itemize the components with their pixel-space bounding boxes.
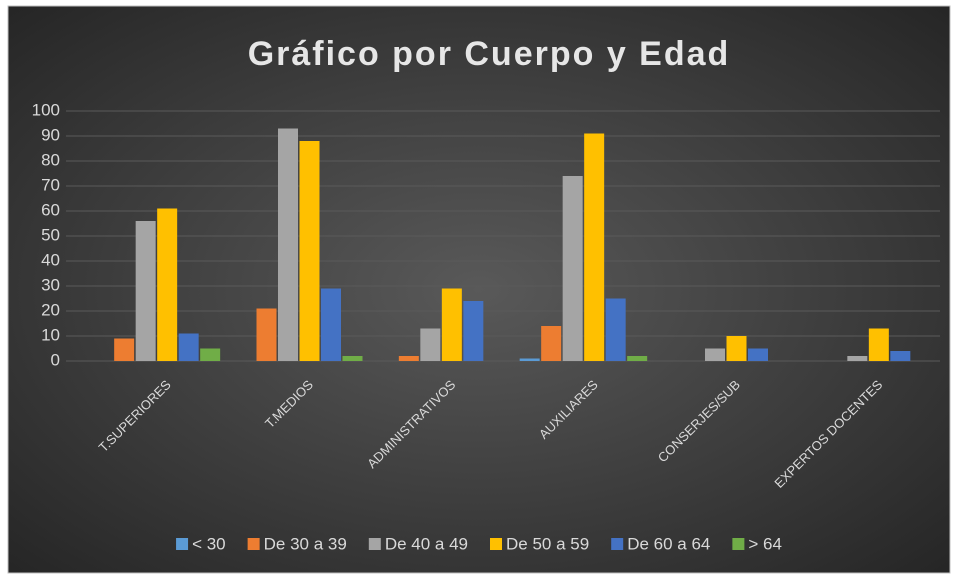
bar [342,356,363,361]
legend-swatch [368,538,381,550]
bar [605,298,626,361]
bar [519,358,540,361]
y-tick-label: 30 [41,275,60,294]
y-tick-label: 40 [41,250,60,269]
bar [135,221,156,361]
legend-swatch [176,538,189,550]
bar [847,356,868,361]
bar [890,351,911,361]
legend-swatch [490,538,502,550]
y-tick-label: 80 [41,150,60,169]
y-tick-label: 60 [41,200,60,219]
chart-title: Gráfico por Cuerpo y Edad [248,35,731,73]
bar [463,301,484,361]
y-tick-label: 70 [41,175,60,194]
bar [398,356,419,361]
legend-label: De 30 a 39 [264,534,347,553]
legend-label: < 30 [192,534,226,553]
bar [200,348,221,361]
y-tick-label: 90 [41,125,60,144]
legend-label: De 60 a 64 [627,534,710,553]
bar [562,176,583,361]
bar [868,328,889,361]
legend-label: > 64 [748,534,782,553]
bar [299,141,320,361]
bar [726,336,747,361]
bar [748,348,768,361]
legend-label: De 50 a 59 [506,534,589,553]
y-tick-label: 50 [41,225,60,244]
y-tick-label: 0 [51,350,60,369]
y-tick-label: 100 [32,100,60,119]
legend-swatch [611,538,624,550]
legend-label: De 40 a 49 [385,534,468,553]
bar [321,288,341,361]
legend-swatch [247,538,260,550]
bar [627,356,648,361]
legend-swatch [732,538,745,550]
bar [441,288,462,361]
y-tick-label: 10 [41,325,60,344]
bar [278,128,298,361]
bar [114,338,135,361]
bar [157,208,178,361]
bar [420,328,441,361]
bar [178,333,199,361]
bar [705,348,725,361]
y-tick-label: 20 [41,300,60,319]
bar [584,133,605,361]
bar [541,326,562,361]
bar [256,308,277,361]
legend: < 30 De 30 a 39 De 40 a 49 De 50 a 59 De 60 … [176,534,782,553]
